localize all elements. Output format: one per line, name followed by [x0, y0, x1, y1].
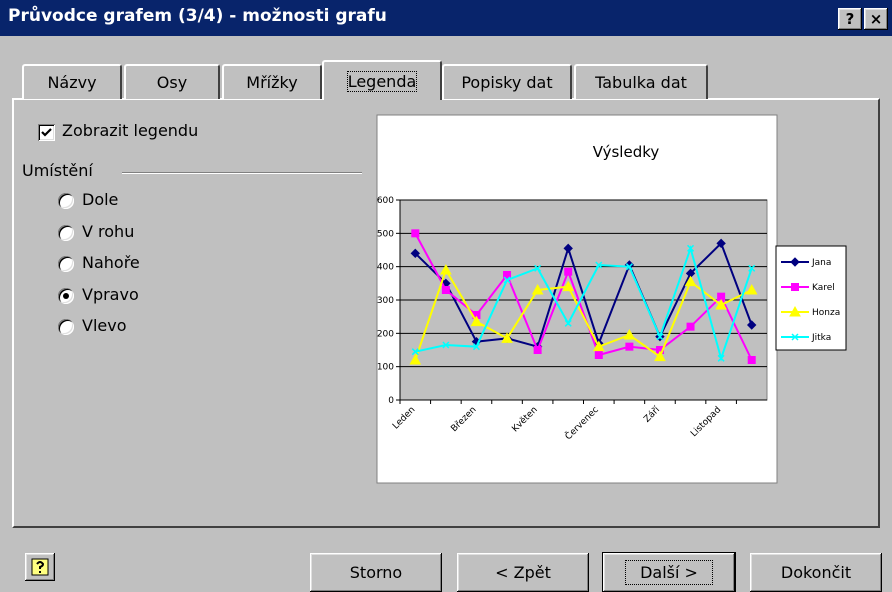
tab-label: Legenda: [346, 70, 418, 92]
help-button[interactable]: [25, 553, 55, 581]
radio[interactable]: [58, 287, 74, 304]
title-bar: Průvodce grafem (3/4) - možnosti grafu: [0, 0, 892, 36]
button[interactable]: Storno: [310, 553, 442, 592]
button-label: Dokončit: [780, 563, 852, 582]
radio[interactable]: [58, 193, 74, 209]
tab[interactable]: Mřížky: [222, 64, 322, 99]
radio-dot: [63, 292, 69, 299]
tab-label: Popisky dat: [461, 73, 553, 92]
button-label: < Zpět: [495, 563, 551, 582]
button-label: Storno: [349, 563, 403, 582]
radio-label: Vlevo: [82, 316, 127, 335]
check-mark: [41, 128, 52, 137]
tab-panel: [12, 98, 880, 528]
radio-label: Dole: [82, 190, 119, 209]
radio[interactable]: [58, 319, 74, 335]
checkbox[interactable]: [38, 124, 55, 141]
group-line: [122, 172, 362, 174]
radio-label: Nahoře: [82, 253, 140, 272]
tab-label: Osy: [156, 73, 188, 92]
tab-label: Názvy: [47, 73, 97, 92]
button[interactable]: Dokončit: [750, 553, 882, 592]
title-button[interactable]: ×: [864, 8, 888, 30]
tab[interactable]: Tabulka dat: [574, 64, 708, 99]
tab[interactable]: Osy: [124, 64, 220, 99]
button-label: Další >: [625, 560, 713, 585]
group-label: Umístění: [22, 161, 93, 180]
tab-label: Tabulka dat: [595, 73, 687, 92]
radio-label: Vpravo: [82, 284, 139, 304]
checkbox-label: Zobrazit legendu: [62, 121, 199, 140]
radio[interactable]: [58, 224, 74, 241]
radio-label: V rohu: [82, 221, 135, 241]
radio[interactable]: [58, 256, 74, 272]
button[interactable]: < Zpět: [457, 553, 589, 592]
window-title: Průvodce grafem (3/4) - možnosti grafu: [8, 6, 387, 26]
help-icon: [31, 558, 49, 576]
title-button[interactable]: ?: [838, 8, 862, 30]
button[interactable]: Další >: [602, 552, 736, 592]
tab[interactable]: Popisky dat: [442, 64, 572, 99]
tab[interactable]: Názvy: [22, 64, 122, 99]
tab-label: Mřížky: [246, 73, 298, 92]
tab[interactable]: Legenda: [322, 60, 442, 100]
